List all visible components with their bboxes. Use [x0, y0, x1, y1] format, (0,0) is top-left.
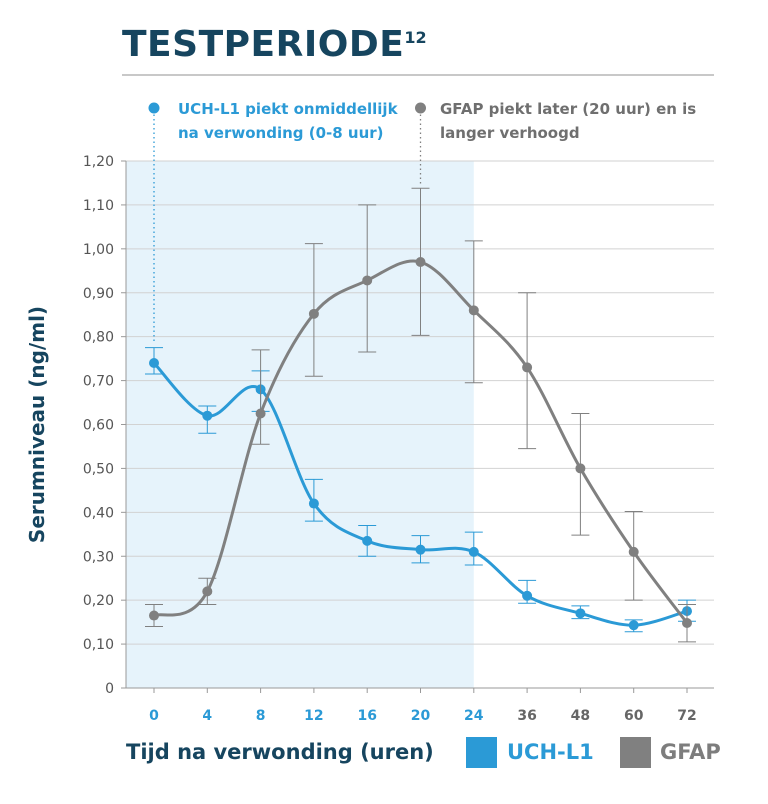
annotation-marker — [148, 102, 160, 114]
data-point-gfap — [522, 362, 533, 373]
y-tick-label: 1,00 — [83, 242, 114, 258]
annotation-uch-l1: UCH-L1 piekt onmiddellijk na verwonding … — [178, 97, 398, 145]
legend-swatch-uch-l1 — [466, 737, 497, 768]
annotation-gfap-line-2: langer verhoogd — [440, 124, 580, 142]
x-tick-label: 24 — [464, 708, 484, 724]
data-point-gfap — [255, 408, 266, 419]
chart-title-superscript: 12 — [404, 28, 427, 47]
data-point-gfap — [415, 257, 426, 268]
data-point-uch-l1 — [468, 546, 479, 557]
data-point-uch-l1 — [628, 620, 639, 631]
data-point-gfap — [468, 305, 479, 316]
y-tick-label: 0,40 — [83, 505, 114, 521]
series-line-uch-l1 — [152, 361, 689, 627]
chart-plot: 0 0,10 0,20 0,30 0,40 0,50 0,60 0,70 0,80 0,90 1,0… — [25, 102, 714, 724]
annotation-uch-l1-line-2: na verwonding (0-8 uur) — [178, 124, 384, 142]
y-tick-label: 1,10 — [83, 198, 114, 214]
y-tick-label: 0,80 — [83, 330, 114, 346]
data-point-uch-l1 — [308, 498, 319, 509]
legend-swatch-gfap — [620, 737, 651, 768]
data-point-gfap — [682, 618, 692, 629]
y-tick-label: 0,10 — [83, 637, 114, 653]
data-point-gfap — [362, 275, 373, 286]
data-point-gfap — [308, 308, 319, 319]
x-tick-label: 48 — [571, 708, 590, 724]
x-tick-label: 72 — [677, 708, 696, 724]
data-point-gfap — [202, 586, 213, 597]
data-point-uch-l1 — [202, 410, 213, 421]
y-tick-label: 0,50 — [83, 461, 114, 477]
data-point-uch-l1 — [522, 590, 533, 601]
data-point-uch-l1 — [362, 535, 373, 546]
data-point-gfap — [575, 463, 586, 474]
chart-title-text: TESTPERIODE — [122, 24, 405, 65]
legend-label-uch-l1: UCH-L1 — [507, 740, 594, 764]
annotation-gfap: GFAP piekt later (20 uur) en is langer v… — [440, 97, 696, 145]
x-tick-label: 36 — [517, 708, 536, 724]
legend-label-gfap: GFAP — [660, 740, 721, 764]
y-tick-label: 1,20 — [83, 154, 114, 170]
x-tick-label: 20 — [411, 708, 431, 724]
y-tick-label: 0,90 — [83, 286, 114, 302]
chart-title: TESTPERIODE12 — [122, 24, 427, 65]
x-tick-label: 12 — [304, 708, 323, 724]
annotation-uch-l1-line-1: UCH-L1 piekt onmiddellijk — [178, 100, 398, 118]
x-tick-label: 60 — [624, 708, 644, 724]
data-point-uch-l1 — [575, 608, 586, 619]
data-point-gfap — [149, 610, 159, 621]
data-point-gfap — [628, 546, 639, 557]
annotation-gfap-line-1: GFAP piekt later (20 uur) en is — [440, 100, 697, 118]
x-tick-label: 16 — [357, 708, 376, 724]
x-tick-label: 4 — [202, 708, 212, 724]
data-point-uch-l1 — [149, 358, 159, 369]
y-tick-label: 0 — [105, 681, 114, 697]
title-divider — [122, 74, 714, 76]
x-axis-label: Tijd na verwonding (uren) — [126, 740, 434, 764]
y-tick-label: 0,70 — [83, 374, 114, 390]
data-point-uch-l1 — [415, 544, 426, 555]
y-tick-label: 0,60 — [83, 418, 114, 434]
annotation-marker — [415, 102, 426, 114]
x-tick-label: 8 — [256, 708, 266, 724]
y-tick-label: 0,30 — [83, 549, 114, 565]
y-tick-label: 0,20 — [83, 593, 114, 609]
x-tick-label: 0 — [149, 708, 159, 724]
y-axis-label: Serumniveau (ng/ml) — [25, 306, 49, 543]
